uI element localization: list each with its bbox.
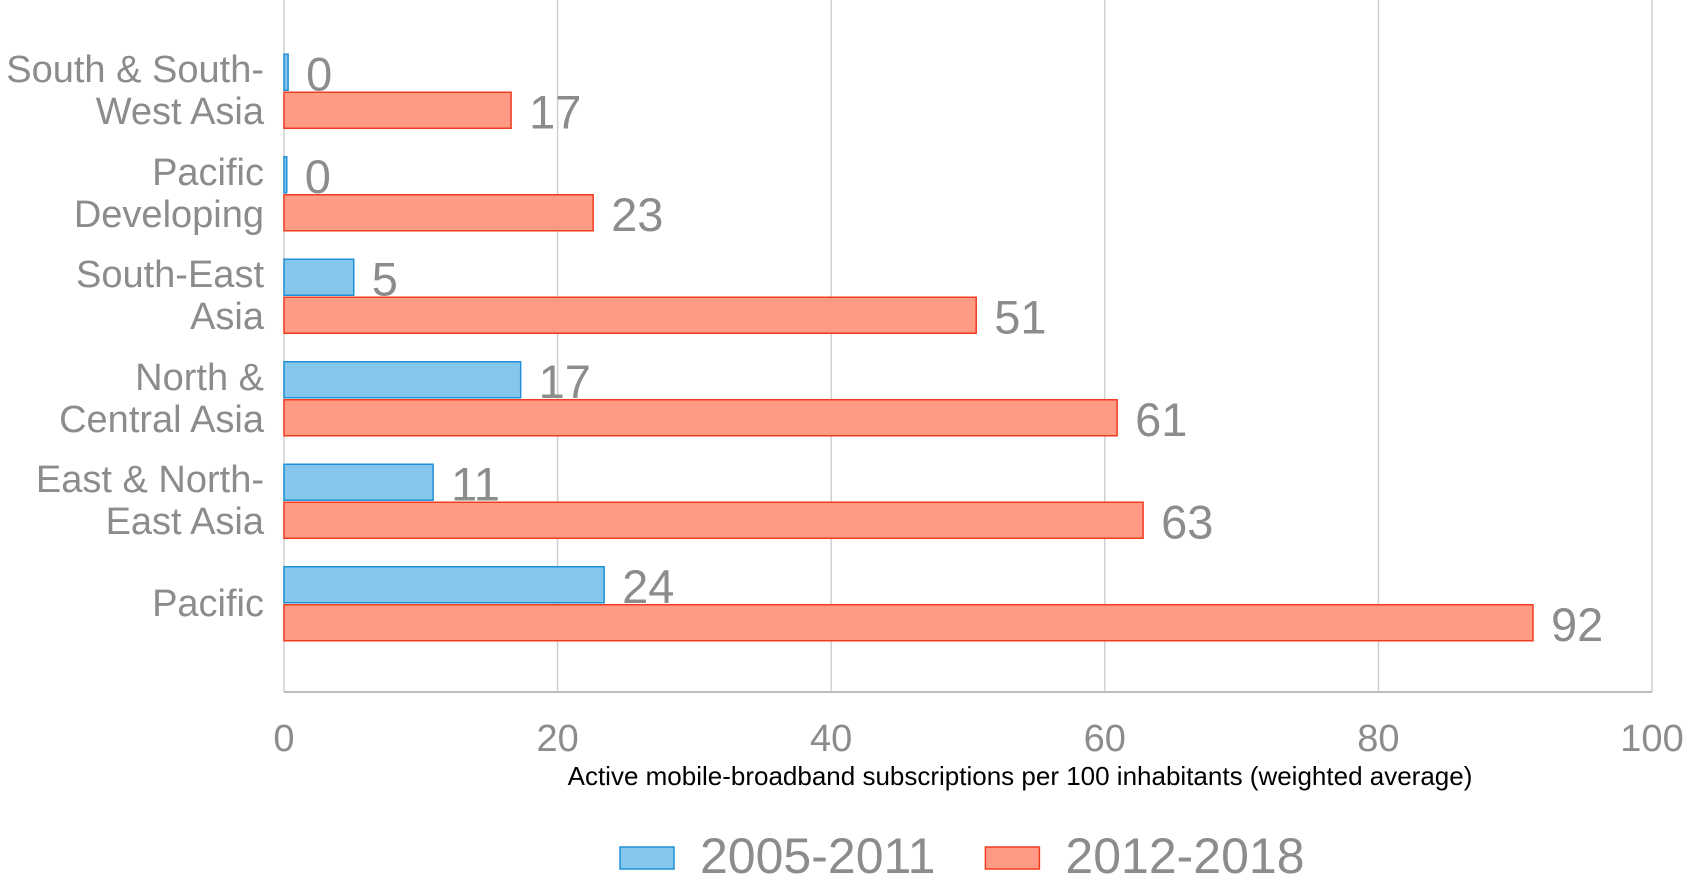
- x-axis-title: Active mobile-broadband subscriptions pe…: [568, 761, 1473, 791]
- y-tick-label: South & South-West Asia: [6, 49, 264, 134]
- y-tick-label: East & North-East Asia: [35, 459, 264, 544]
- bar: [283, 156, 288, 194]
- legend-label: 2012-2018: [1065, 828, 1304, 884]
- y-tick-label: North & Central Asia: [59, 356, 264, 441]
- x-tick-label: 40: [810, 718, 852, 760]
- x-tick-label: 100: [1620, 718, 1683, 760]
- bar: [283, 296, 977, 334]
- bar: [283, 53, 289, 91]
- legend-swatch: [984, 846, 1041, 870]
- bar: [283, 463, 434, 501]
- bar: [283, 566, 605, 604]
- data-label: 92: [1551, 598, 1603, 651]
- x-tick-label: 20: [536, 718, 578, 760]
- data-label: 63: [1161, 496, 1213, 549]
- y-tick-label: Pacific Developing: [73, 151, 264, 236]
- bar: [283, 361, 522, 399]
- x-tick-label: 60: [1084, 718, 1126, 760]
- y-tick-label: South-East Asia: [76, 254, 264, 339]
- bar: [283, 604, 1534, 642]
- data-label: 51: [994, 291, 1046, 344]
- data-label: 17: [529, 86, 581, 139]
- data-label: 61: [1135, 393, 1187, 446]
- bar: [283, 258, 355, 296]
- bar: [283, 194, 594, 232]
- data-label: 23: [611, 188, 663, 241]
- legend-swatch: [619, 846, 675, 870]
- x-tick-label: 0: [273, 718, 294, 760]
- bar: [283, 399, 1118, 437]
- bar: [283, 91, 512, 129]
- legend-label: 2005-2011: [700, 828, 935, 884]
- bar: [283, 501, 1144, 539]
- y-tick-label: Pacific: [152, 582, 264, 625]
- x-tick-label: 80: [1357, 718, 1399, 760]
